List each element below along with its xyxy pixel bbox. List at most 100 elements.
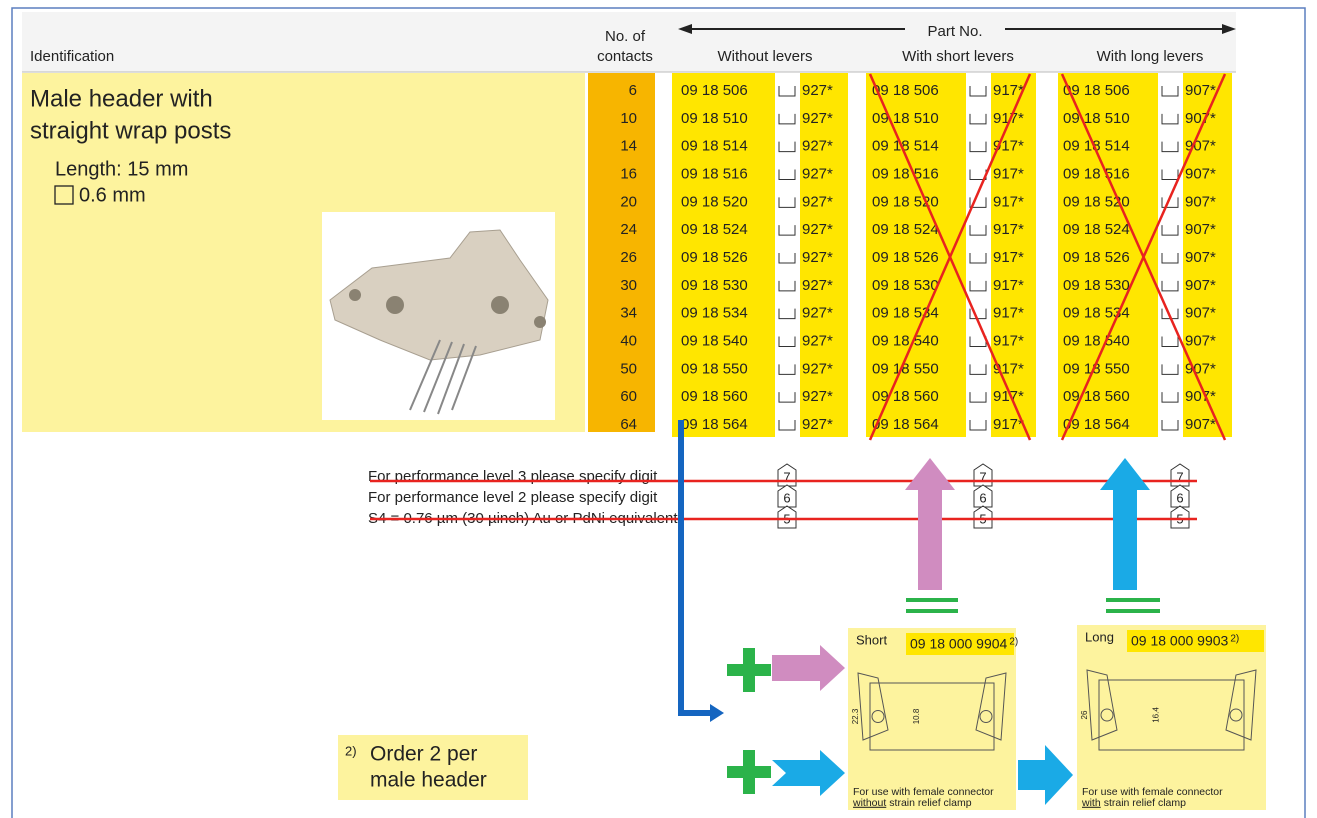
- product-title: straight wrap posts: [30, 117, 231, 144]
- blank-box: [778, 141, 796, 153]
- accessory-caption: For use with female connector: [853, 786, 994, 798]
- arrow-head: [710, 704, 724, 722]
- contacts: 24: [620, 221, 637, 238]
- contacts: 26: [620, 249, 637, 266]
- blank-box: [969, 141, 987, 153]
- part-suffix: 927*: [802, 138, 833, 155]
- accessory-emphasis: without: [852, 797, 886, 809]
- blank-box: [778, 197, 796, 208]
- blank-box: [1161, 225, 1179, 236]
- blank-box: [969, 197, 987, 208]
- part-number: 09 18 550: [681, 360, 748, 377]
- part-number: 09 18 550: [872, 360, 939, 377]
- part-number: 09 18 520: [872, 193, 939, 210]
- right-arrow: [1018, 745, 1073, 805]
- contacts: 64: [620, 416, 637, 433]
- blank-box: [778, 364, 796, 375]
- part-number: 09 18 530: [872, 277, 939, 294]
- blank-box: [1161, 113, 1179, 125]
- part-number: 09 18 560: [872, 388, 939, 405]
- lever: [1086, 669, 1118, 741]
- part-number: 09 18 520: [1063, 193, 1130, 210]
- part-number: 09 18 516: [681, 165, 748, 182]
- part-number: 09 18 534: [1063, 305, 1130, 322]
- blank-box: [778, 169, 796, 180]
- dimension: 22.3: [851, 708, 860, 724]
- hole: [979, 710, 993, 723]
- blank-box: [1161, 169, 1179, 180]
- footnote-text: Order 2 per: [370, 743, 477, 766]
- dimension: 10.8: [912, 708, 921, 724]
- part-suffix: 927*: [802, 193, 833, 210]
- blank-box: [969, 364, 987, 375]
- accessory-label: Long: [1085, 629, 1114, 644]
- right-arrow: [772, 750, 845, 796]
- accessory-note: 2): [1230, 634, 1239, 645]
- part-number: 09 18 534: [681, 305, 748, 322]
- part-number: 09 18 510: [681, 110, 748, 127]
- part-suffix: 917*: [993, 82, 1024, 99]
- part-number: 09 18 514: [1063, 138, 1130, 155]
- part-suffix: 907*: [1185, 82, 1216, 99]
- digit: 7: [1176, 469, 1183, 484]
- digit: 6: [1176, 490, 1183, 505]
- accessory-caption: strain relief clamp: [1104, 797, 1186, 809]
- part-number: 09 18 564: [681, 416, 748, 433]
- part-number: 09 18 530: [1063, 277, 1130, 294]
- part-suffix: 917*: [993, 416, 1024, 433]
- equals-sign: [906, 598, 1160, 613]
- part-number: 09 18 564: [872, 416, 939, 433]
- dimension: 16.4: [1152, 707, 1161, 723]
- digit: 7: [979, 469, 986, 484]
- route-line: [678, 420, 712, 716]
- accessory-note: 2): [1009, 637, 1018, 648]
- up-arrow: [1100, 458, 1150, 590]
- outline: [1098, 679, 1245, 751]
- part-suffix: 927*: [802, 249, 833, 266]
- contacts: 40: [620, 332, 637, 349]
- part-number: 09 18 560: [1063, 388, 1130, 405]
- contacts-label: contacts: [597, 48, 653, 65]
- part-number: 09 18 514: [872, 138, 939, 155]
- contacts: 50: [620, 360, 637, 377]
- accessory-drawing: [1086, 669, 1257, 751]
- digit: 6: [979, 490, 986, 505]
- part-suffix: 907*: [1185, 138, 1216, 155]
- blank-box: [778, 280, 796, 292]
- part-bg: [906, 633, 1014, 655]
- part-no-label: Part No.: [927, 23, 982, 40]
- footnote-bg: [338, 735, 528, 800]
- digit-box: [777, 484, 797, 508]
- part-number: 09 18 516: [872, 165, 939, 182]
- product-title: Male header with: [30, 85, 213, 112]
- part-suffix: 907*: [1185, 416, 1216, 433]
- hole: [1100, 708, 1114, 722]
- part-suffix: 907*: [1185, 221, 1216, 238]
- part-number: 09 18 524: [681, 221, 748, 238]
- part-suffix: 907*: [1185, 110, 1216, 127]
- part-number: 09 18 560: [681, 388, 748, 405]
- part-suffix: 927*: [802, 305, 833, 322]
- digit: 7: [783, 469, 790, 484]
- lever: [975, 672, 1007, 741]
- product-wire: 0.6 mm: [79, 184, 146, 206]
- column-label: With long levers: [1097, 48, 1204, 65]
- digit-box: [973, 484, 993, 508]
- outline: [869, 682, 995, 751]
- right-arrow: [772, 645, 845, 691]
- blank-box: [1161, 197, 1179, 208]
- part-number: 09 18 510: [1063, 110, 1130, 127]
- hole: [1229, 708, 1243, 722]
- square-icon: [54, 185, 74, 205]
- blank-box: [778, 113, 796, 125]
- blank-box: [1161, 364, 1179, 375]
- blank-box: [969, 280, 987, 292]
- part-suffix: 917*: [993, 332, 1024, 349]
- part-suffix: 907*: [1185, 277, 1216, 294]
- col-bg: [672, 73, 848, 437]
- accessory-part: 09 18 000 9904: [910, 636, 1008, 652]
- part-number: 09 18 516: [1063, 165, 1130, 182]
- part-number: 09 18 526: [872, 249, 939, 266]
- spec-text: For performance level 2 please specify d…: [368, 489, 658, 506]
- blank-box: [778, 420, 796, 431]
